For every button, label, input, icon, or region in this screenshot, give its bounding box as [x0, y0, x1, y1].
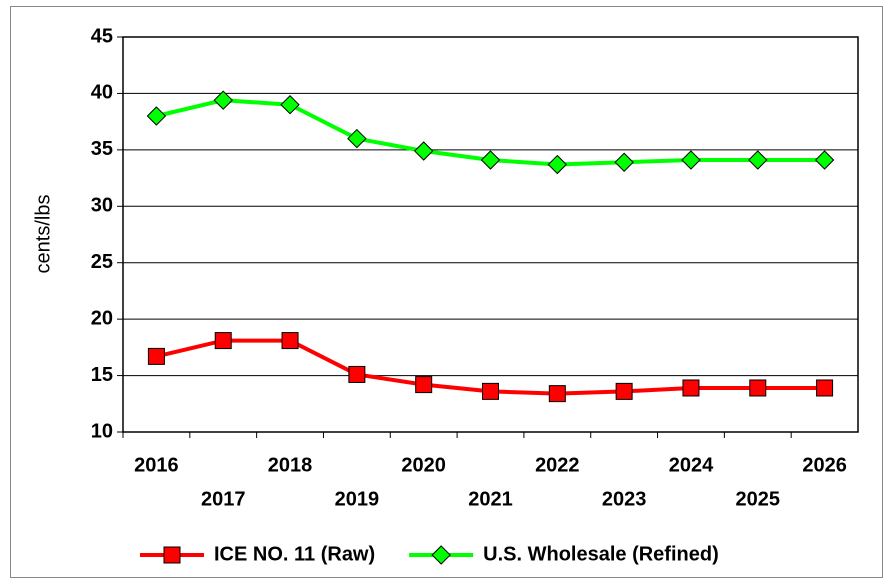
x-tick-label: 2020 [401, 454, 446, 476]
legend-marker [163, 546, 181, 564]
legend-label: ICE NO. 11 (Raw) [214, 543, 375, 565]
marker [615, 382, 633, 400]
marker [814, 150, 835, 170]
marker [347, 128, 367, 149]
marker [413, 141, 434, 161]
x-tick-label: 2018 [268, 454, 313, 476]
marker [214, 332, 232, 350]
marker [146, 106, 167, 126]
marker [147, 347, 165, 365]
y-tick-label: 40 [91, 82, 113, 104]
x-tick-label: 2026 [802, 454, 847, 476]
marker [681, 150, 701, 170]
y-tick-label: 35 [91, 138, 113, 160]
marker [614, 152, 634, 172]
x-tick-label: 2017 [201, 488, 246, 510]
plot-area [122, 36, 859, 433]
x-tick-label: 2019 [335, 488, 380, 510]
marker [482, 382, 499, 400]
marker [682, 379, 700, 397]
x-tick-label: 2024 [669, 454, 714, 476]
marker [547, 154, 568, 175]
x-tick-label: 2022 [535, 454, 580, 476]
marker [213, 90, 233, 110]
chart-frame [10, 6, 883, 578]
x-tick-label: 2025 [736, 488, 781, 510]
marker [480, 150, 501, 170]
legend-label: U.S. Wholesale (Refined) [483, 543, 719, 565]
marker [281, 332, 299, 350]
marker [748, 150, 768, 170]
marker [749, 379, 767, 397]
x-tick-label: 2021 [468, 488, 513, 510]
x-tick-label: 2016 [134, 454, 179, 476]
marker [280, 95, 300, 115]
y-tick-label: 25 [91, 251, 113, 273]
x-tick-label: 2023 [602, 488, 647, 510]
y-tick-label: 45 [91, 25, 113, 47]
y-tick-label: 15 [91, 364, 113, 386]
y-tick-label: 10 [91, 420, 113, 442]
marker [415, 376, 433, 394]
marker [548, 385, 566, 403]
y-tick-label: 30 [91, 195, 113, 217]
y-axis-label: cents/lbs [32, 195, 54, 274]
marker [816, 379, 834, 397]
legend-marker [431, 545, 451, 565]
y-tick-label: 20 [91, 307, 113, 329]
marker [348, 365, 366, 383]
